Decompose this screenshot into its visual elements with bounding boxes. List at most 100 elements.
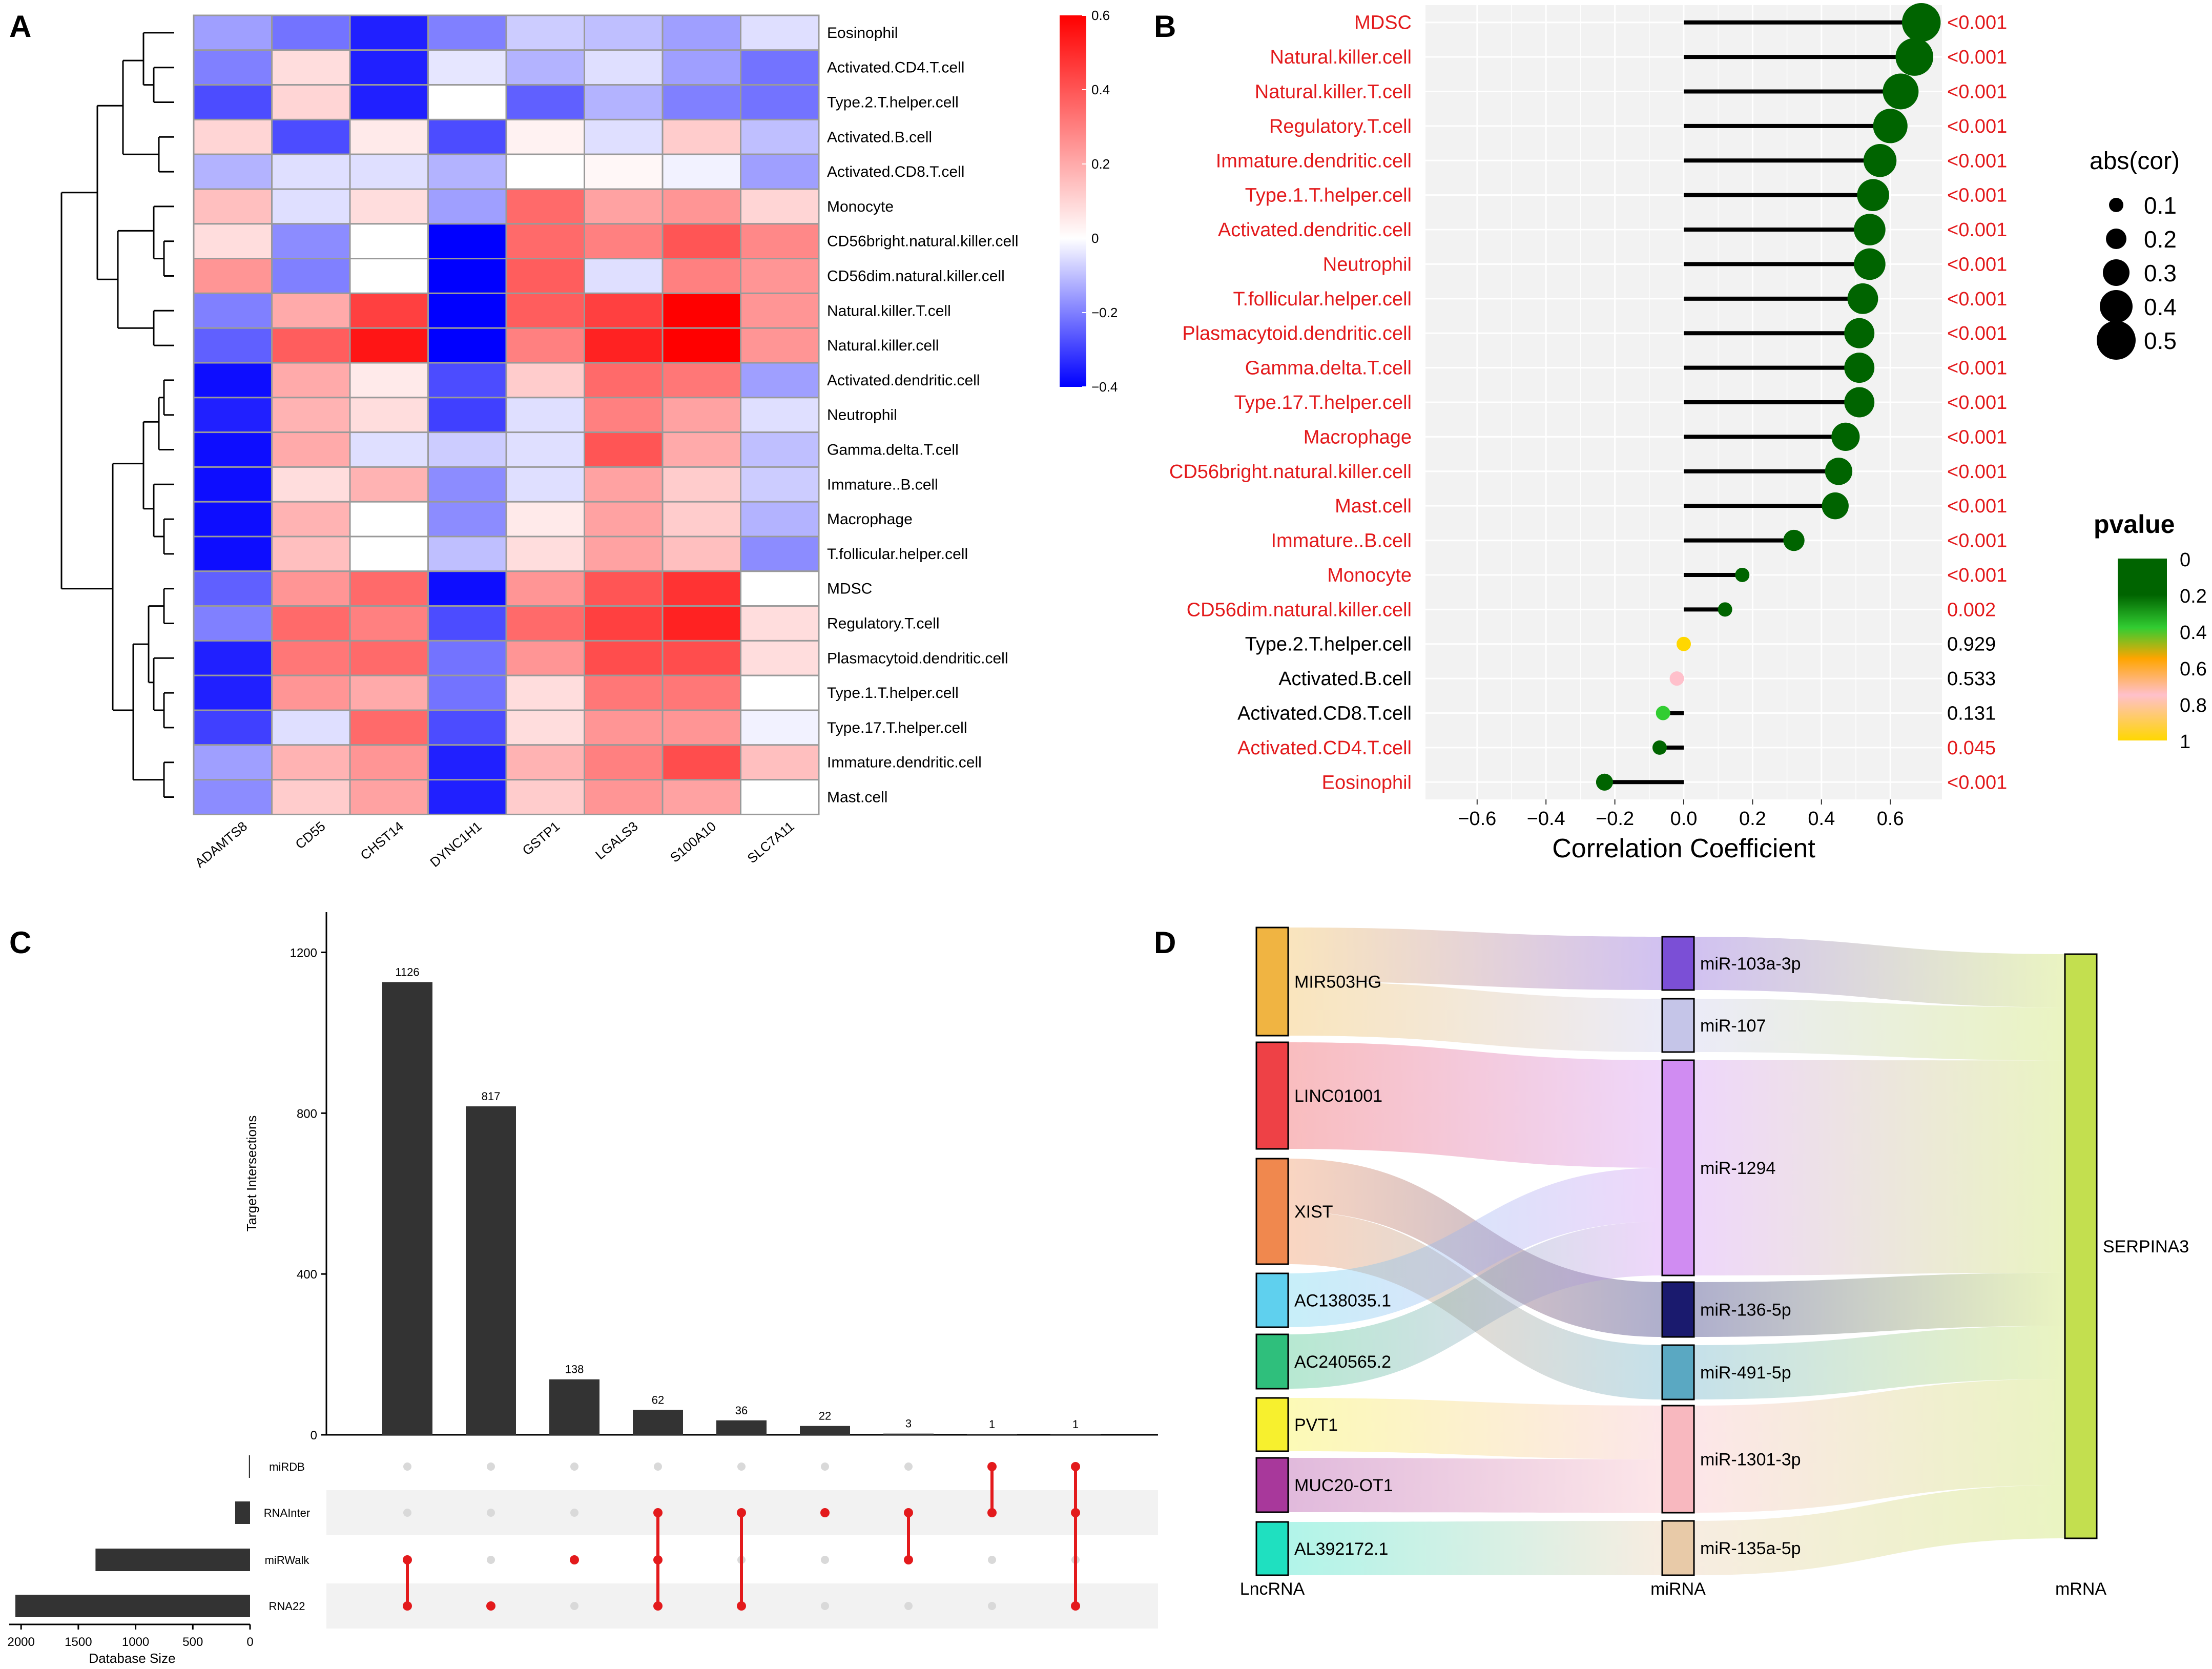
category-label: Activated.B.cell <box>1278 668 1412 690</box>
category-label: Plasmacytoid.dendritic.cell <box>1182 323 1412 344</box>
heatmap-cell <box>349 188 429 225</box>
heatmap-cell <box>349 327 429 364</box>
heatmap-cell <box>505 49 585 86</box>
category-label: CD56bright.natural.killer.cell <box>1169 461 1412 483</box>
lncrna-node <box>1255 1041 1289 1150</box>
heatmap-cell <box>193 188 273 225</box>
lncrna-node-label: AC240565.2 <box>1294 1352 1391 1372</box>
heatmap-row-label: Gamma.delta.T.cell <box>827 442 959 459</box>
heatmap-cell <box>740 153 820 190</box>
heatmap-cell <box>427 153 507 190</box>
lollipop-point <box>1863 144 1897 177</box>
heatmap-cell <box>427 674 507 711</box>
intersection-bar-label: 36 <box>735 1404 748 1417</box>
pvalue-label: <0.001 <box>1947 116 2007 137</box>
size-legend-symbol <box>2109 198 2123 212</box>
x-tick-label: 0.4 <box>1808 808 1835 830</box>
lncrna-node <box>1255 1457 1289 1513</box>
mirna-node <box>1661 1405 1695 1514</box>
heatmap-cell <box>740 501 820 538</box>
heatmap-cell <box>505 362 585 399</box>
pvalue-label: <0.001 <box>1947 426 2007 448</box>
category-label: CD56dim.natural.killer.cell <box>1187 599 1412 621</box>
intersection-bar <box>716 1420 767 1435</box>
heatmap-cell <box>740 223 820 260</box>
lncrna-node <box>1255 1333 1289 1390</box>
heatmap-cell <box>505 327 585 364</box>
lollipop-point <box>1677 636 1691 651</box>
heatmap-cell <box>193 674 273 711</box>
pvalue-label: <0.001 <box>1947 289 2007 310</box>
set-size-bar <box>235 1501 250 1524</box>
heatmap-cell <box>349 292 429 329</box>
pvalue-label: 0.533 <box>1947 668 1996 690</box>
heatmap-row-label: Neutrophil <box>827 407 897 424</box>
sankey-link <box>1288 1458 1662 1513</box>
set-label: RNA22 <box>269 1600 305 1613</box>
set-size-tick-label: 2000 <box>7 1635 34 1649</box>
heatmap-col-label: DYNC1H1 <box>427 818 484 870</box>
category-label: Regulatory.T.cell <box>1269 116 1412 137</box>
pvalue-label: <0.001 <box>1947 254 2007 275</box>
heatmap-cell <box>427 14 507 51</box>
heatmap-cell <box>193 640 273 676</box>
heatmap-cell <box>505 258 585 294</box>
heatmap-cell <box>271 118 351 155</box>
heatmap-cell <box>193 327 273 364</box>
heatmap-cell <box>505 501 585 538</box>
panel-d-sankey: MIR503HG LINC01001 XIST AC138035.1 AC240565.… <box>1240 926 2189 1599</box>
x-tick-label: 0.2 <box>1739 808 1766 830</box>
set-size-tick-label: 500 <box>182 1635 203 1649</box>
y-axis-title: Target Intersections <box>244 1116 259 1232</box>
heatmap-cell <box>505 535 585 572</box>
heatmap-cell <box>661 118 741 155</box>
lollipop-point <box>1883 73 1919 110</box>
heatmap-cell <box>271 258 351 294</box>
heatmap-cell <box>661 431 741 468</box>
pvalue-label: <0.001 <box>1947 81 2007 102</box>
heatmap-row-label: Activated.dendritic.cell <box>827 372 980 389</box>
matrix-dot <box>821 1462 829 1471</box>
category-label: Neutrophil <box>1323 254 1412 275</box>
intersection-bar <box>1050 1434 1101 1435</box>
heatmap-cell <box>505 153 585 190</box>
heatmap-cell <box>427 570 507 607</box>
heatmap-cell <box>271 188 351 225</box>
heatmap-cell <box>584 709 664 746</box>
heatmap-row-label: Mast.cell <box>827 789 887 806</box>
heatmap-col-label: SLC7A11 <box>745 818 797 866</box>
heatmap-cell <box>271 640 351 676</box>
heatmap-cell <box>740 49 820 86</box>
intersection-bar-label: 62 <box>652 1393 664 1406</box>
heatmap-cell <box>584 535 664 572</box>
intersection-bar-label: 3 <box>905 1417 912 1430</box>
mrna-node <box>2064 953 2098 1539</box>
heatmap-cell <box>584 223 664 260</box>
heatmap-row-label: Natural.killer.cell <box>827 337 939 354</box>
heatmap-cell <box>661 779 741 815</box>
category-label: Monocyte <box>1327 565 1412 586</box>
heatmap-cell <box>661 570 741 607</box>
heatmap-cell <box>661 84 741 120</box>
heatmap-cell <box>584 397 664 434</box>
heatmap-cell <box>271 292 351 329</box>
heatmap-cell <box>427 118 507 155</box>
heatmap-cell <box>427 709 507 746</box>
mirna-node-label: miR-1294 <box>1700 1159 1775 1178</box>
lollipop-point <box>1718 602 1732 617</box>
heatmap-cell <box>584 570 664 607</box>
heatmap-cell <box>584 744 664 781</box>
heatmap-cell <box>349 258 429 294</box>
heatmap-cell <box>271 674 351 711</box>
heatmap-cell <box>505 118 585 155</box>
pvalue-label: <0.001 <box>1947 47 2007 68</box>
heatmap-cell <box>193 605 273 642</box>
heatmap-cell <box>505 292 585 329</box>
heatmap-cell <box>740 674 820 711</box>
sankey-column-label: miRNA <box>1650 1579 1706 1599</box>
heatmap-cell <box>271 397 351 434</box>
lollipop-point <box>1844 387 1875 418</box>
heatmap-cell <box>584 49 664 86</box>
